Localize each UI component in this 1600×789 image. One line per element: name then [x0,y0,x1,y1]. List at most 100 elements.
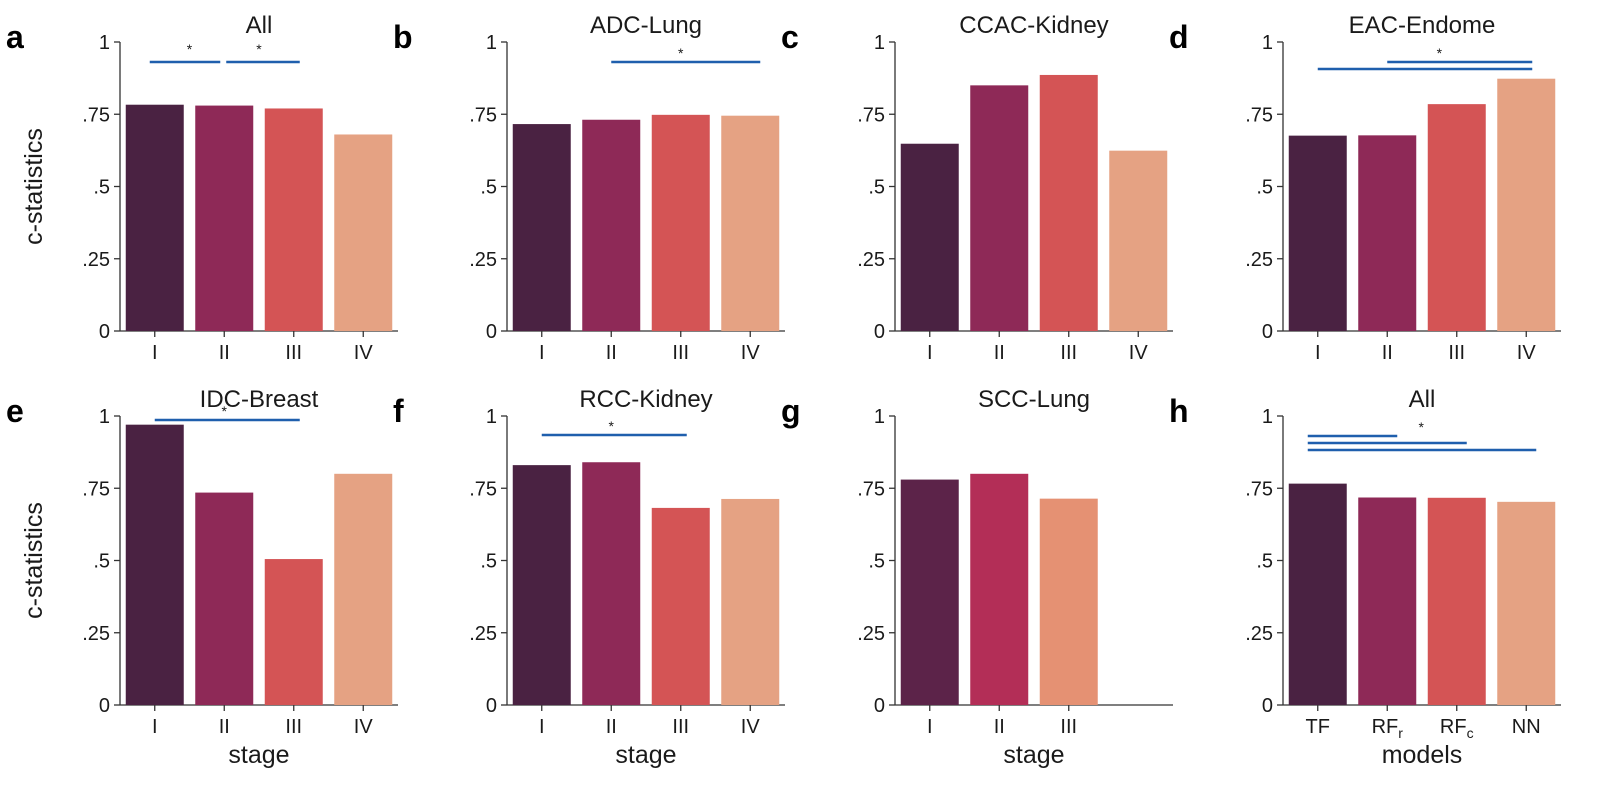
y-tick-label: .25 [857,623,885,645]
y-tick-label: .75 [857,478,885,500]
significance-star: * [187,41,193,57]
significance-star: * [609,418,615,434]
y-tick-label: 1 [874,406,885,428]
x-tick-label: II [219,716,230,738]
y-tick-label: 0 [874,695,885,717]
panel-title: All [246,12,273,39]
x-tick-label: II [1382,342,1393,364]
x-tick-label: III [285,716,302,738]
x-axis-label: stage [615,741,676,769]
y-tick-label: .5 [93,177,110,199]
significance-star: * [256,41,262,57]
panel-letter: e [6,393,24,429]
y-tick-label: .5 [93,551,110,573]
panel-title: RCC-Kidney [579,386,712,413]
x-tick-label: III [672,716,689,738]
x-tick-label: IV [354,716,374,738]
x-axis-label: stage [1003,741,1064,769]
panel-letter: f [393,393,404,429]
panel-letter: d [1169,19,1189,55]
y-tick-label: .75 [1245,104,1273,126]
x-tick-label: I [927,716,933,738]
y-tick-label: .25 [1245,623,1273,645]
y-tick-label: .25 [82,249,110,271]
y-tick-label: .75 [1245,478,1273,500]
y-tick-label: .5 [1256,177,1273,199]
bar-III [651,507,710,705]
bar-II [195,492,254,705]
y-tick-label: 1 [99,406,110,428]
bar-II [582,119,641,331]
x-tick-label: RFr [1372,716,1404,741]
bar-TF [1288,483,1347,705]
bar-I [125,424,184,705]
x-tick-label: I [927,342,933,364]
y-tick-label: .5 [868,177,885,199]
y-tick-label: 0 [874,321,885,343]
panel-title: ADC-Lung [590,12,702,39]
y-tick-label: .75 [469,478,497,500]
x-tick-label: III [285,342,302,364]
bar-II [195,105,254,331]
x-tick-label: IV [354,342,374,364]
y-axis-label: c-statistics [20,502,48,619]
x-tick-label: II [606,342,617,364]
significance-star: * [1437,45,1443,61]
bar-IV [721,115,780,331]
x-tick-label: NN [1512,716,1541,738]
bar-III [264,108,323,331]
bar-III [1039,74,1098,332]
bar-RFc [1427,497,1486,705]
bar-IV [1109,150,1168,331]
y-tick-label: .75 [857,104,885,126]
bar-IV [334,473,393,705]
x-tick-label: IV [1517,342,1537,364]
bar-II [1358,135,1417,331]
y-tick-label: 0 [486,695,497,717]
bar-I [512,465,571,705]
y-tick-label: .25 [1245,249,1273,271]
bar-RFr [1358,497,1417,705]
y-tick-label: .5 [868,551,885,573]
panel-title: SCC-Lung [978,386,1090,413]
x-tick-label: I [1315,342,1321,364]
bar-III [1039,498,1098,705]
panel-title: All [1409,386,1436,413]
bar-NN [1497,501,1556,705]
y-tick-label: .75 [469,104,497,126]
bar-IV [1497,78,1556,331]
y-tick-label: 0 [1262,695,1273,717]
y-tick-label: .5 [1256,551,1273,573]
panel-title: CCAC-Kidney [959,12,1108,39]
significance-star: * [678,45,684,61]
x-tick-label: IV [1129,342,1149,364]
significance-star: * [1419,419,1425,435]
bar-III [264,559,323,705]
y-tick-label: 1 [486,406,497,428]
y-tick-label: 1 [99,32,110,54]
x-tick-label: II [606,716,617,738]
x-tick-label: I [152,342,158,364]
bar-I [1288,135,1347,331]
y-tick-label: .75 [82,478,110,500]
panel-letter: a [6,19,24,55]
y-tick-label: 0 [486,321,497,343]
y-tick-label: 0 [99,695,110,717]
bar-I [900,479,959,705]
bar-IV [721,498,780,705]
x-tick-label: I [539,716,545,738]
x-tick-label: TF [1306,716,1330,738]
y-tick-label: .5 [480,177,497,199]
x-tick-label: III [672,342,689,364]
x-tick-label: III [1060,342,1077,364]
y-tick-label: 1 [1262,32,1273,54]
bar-II [970,85,1029,331]
x-tick-label: II [994,716,1005,738]
